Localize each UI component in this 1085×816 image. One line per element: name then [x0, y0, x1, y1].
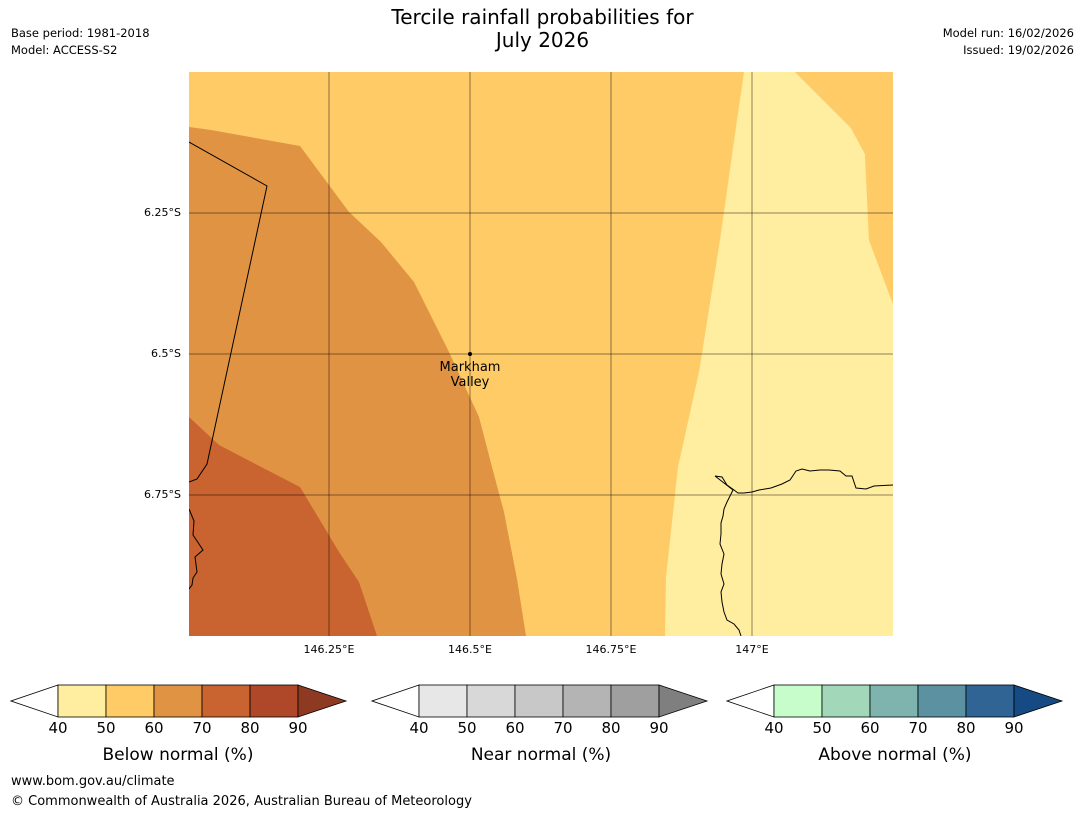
meta-right: Model run: 16/02/2026 Issued: 19/02/2026: [943, 25, 1074, 59]
colorbar-tick-label: 70: [553, 719, 573, 737]
place-label-line-1: Markham: [439, 360, 501, 375]
colorbar-extend-low: [10, 684, 59, 718]
colorbar-segment: [610, 684, 660, 718]
colorbar-tick-label: 70: [192, 719, 212, 737]
region-50-60-northeast: [795, 72, 893, 304]
footer-copyright: © Commonwealth of Australia 2026, Austra…: [11, 794, 472, 809]
colorbar-tick-label: 70: [908, 719, 928, 737]
coastlines: [189, 141, 893, 636]
colorbar-near-normal: [371, 684, 709, 718]
colorbar-extend-high: [297, 684, 348, 718]
boundary-line: [189, 141, 268, 483]
lon-label-146-5: 146.5°E: [448, 643, 492, 656]
model-name: Model: ACCESS-S2: [11, 43, 118, 57]
colorbar-tick-label: 40: [409, 719, 429, 737]
place-label-markham-valley: Markham Valley: [420, 360, 520, 390]
colorbar-tick-label: 50: [457, 719, 477, 737]
coast-west: [189, 508, 204, 590]
place-label-line-2: Valley: [450, 375, 490, 390]
colorbar-segment: [562, 684, 612, 718]
colorbar-segment: [821, 684, 871, 718]
colorbar-segment: [917, 684, 967, 718]
colorbar-tick-label: 60: [505, 719, 525, 737]
colorbar-title-near: Near normal (%): [470, 745, 612, 765]
title-line-1: Tercile rainfall probabilities for: [391, 5, 694, 29]
place-marker: [468, 352, 472, 356]
colorbar-segment: [773, 684, 823, 718]
colorbar-below-normal: [10, 684, 348, 718]
meta-left: Base period: 1981-2018 Model: ACCESS-S2: [11, 25, 150, 59]
issued-date: Issued: 19/02/2026: [963, 43, 1074, 57]
colorbar-segment: [869, 684, 919, 718]
graticule: [189, 72, 893, 636]
lon-label-146-25: 146.25°E: [303, 643, 355, 656]
colorbar-above-normal: [726, 684, 1064, 718]
colorbar-tick-label: 90: [649, 719, 669, 737]
base-period: Base period: 1981-2018: [11, 26, 150, 40]
colorbar-tick-label: 80: [956, 719, 976, 737]
colorbar-tick-label: 40: [764, 719, 784, 737]
lon-label-147: 147°E: [735, 643, 769, 656]
colorbar-tick-label: 80: [601, 719, 621, 737]
colorbar-tick-label: 60: [144, 719, 164, 737]
colorbar-tick-label: 90: [288, 719, 308, 737]
colorbar-tick-label: 40: [48, 719, 68, 737]
colorbar-tick-label: 80: [240, 719, 260, 737]
page-title: Tercile rainfall probabilities for July …: [0, 6, 1085, 52]
colorbar-segment: [466, 684, 516, 718]
colorbar-extend-high: [658, 684, 709, 718]
colorbar-segment: [514, 684, 564, 718]
colorbar-segment: [57, 684, 107, 718]
lat-label-6-5: 6.5°S: [151, 347, 181, 360]
colorbar-segment: [418, 684, 468, 718]
colorbar-segment: [105, 684, 155, 718]
colorbar-tick-label: 60: [860, 719, 880, 737]
colorbar-title-above: Above normal (%): [818, 745, 972, 765]
colorbar-segment: [201, 684, 251, 718]
colorbar-tick-label: 90: [1004, 719, 1024, 737]
lat-label-6-25: 6.25°S: [144, 206, 181, 219]
footer-url[interactable]: www.bom.gov.au/climate: [11, 774, 175, 789]
region-40-50: [665, 72, 893, 636]
colorbar-extend-low: [726, 684, 775, 718]
probability-map[interactable]: [189, 72, 893, 636]
coast-river: [714, 475, 742, 636]
title-line-2: July 2026: [495, 28, 590, 52]
lat-label-6-75: 6.75°S: [144, 488, 181, 501]
colorbar-segment: [249, 684, 299, 718]
model-run-date: Model run: 16/02/2026: [942, 26, 1074, 40]
colorbar-segment: [153, 684, 203, 718]
colorbar-title-below: Below normal (%): [102, 745, 254, 765]
colorbar-segment: [965, 684, 1015, 718]
coast-east: [714, 468, 893, 494]
colorbar-extend-low: [371, 684, 420, 718]
region-70-80: [189, 417, 377, 636]
lon-label-146-75: 146.75°E: [585, 643, 637, 656]
colorbar-tick-label: 50: [96, 719, 116, 737]
colorbar-tick-label: 50: [812, 719, 832, 737]
colorbar-extend-high: [1013, 684, 1064, 718]
